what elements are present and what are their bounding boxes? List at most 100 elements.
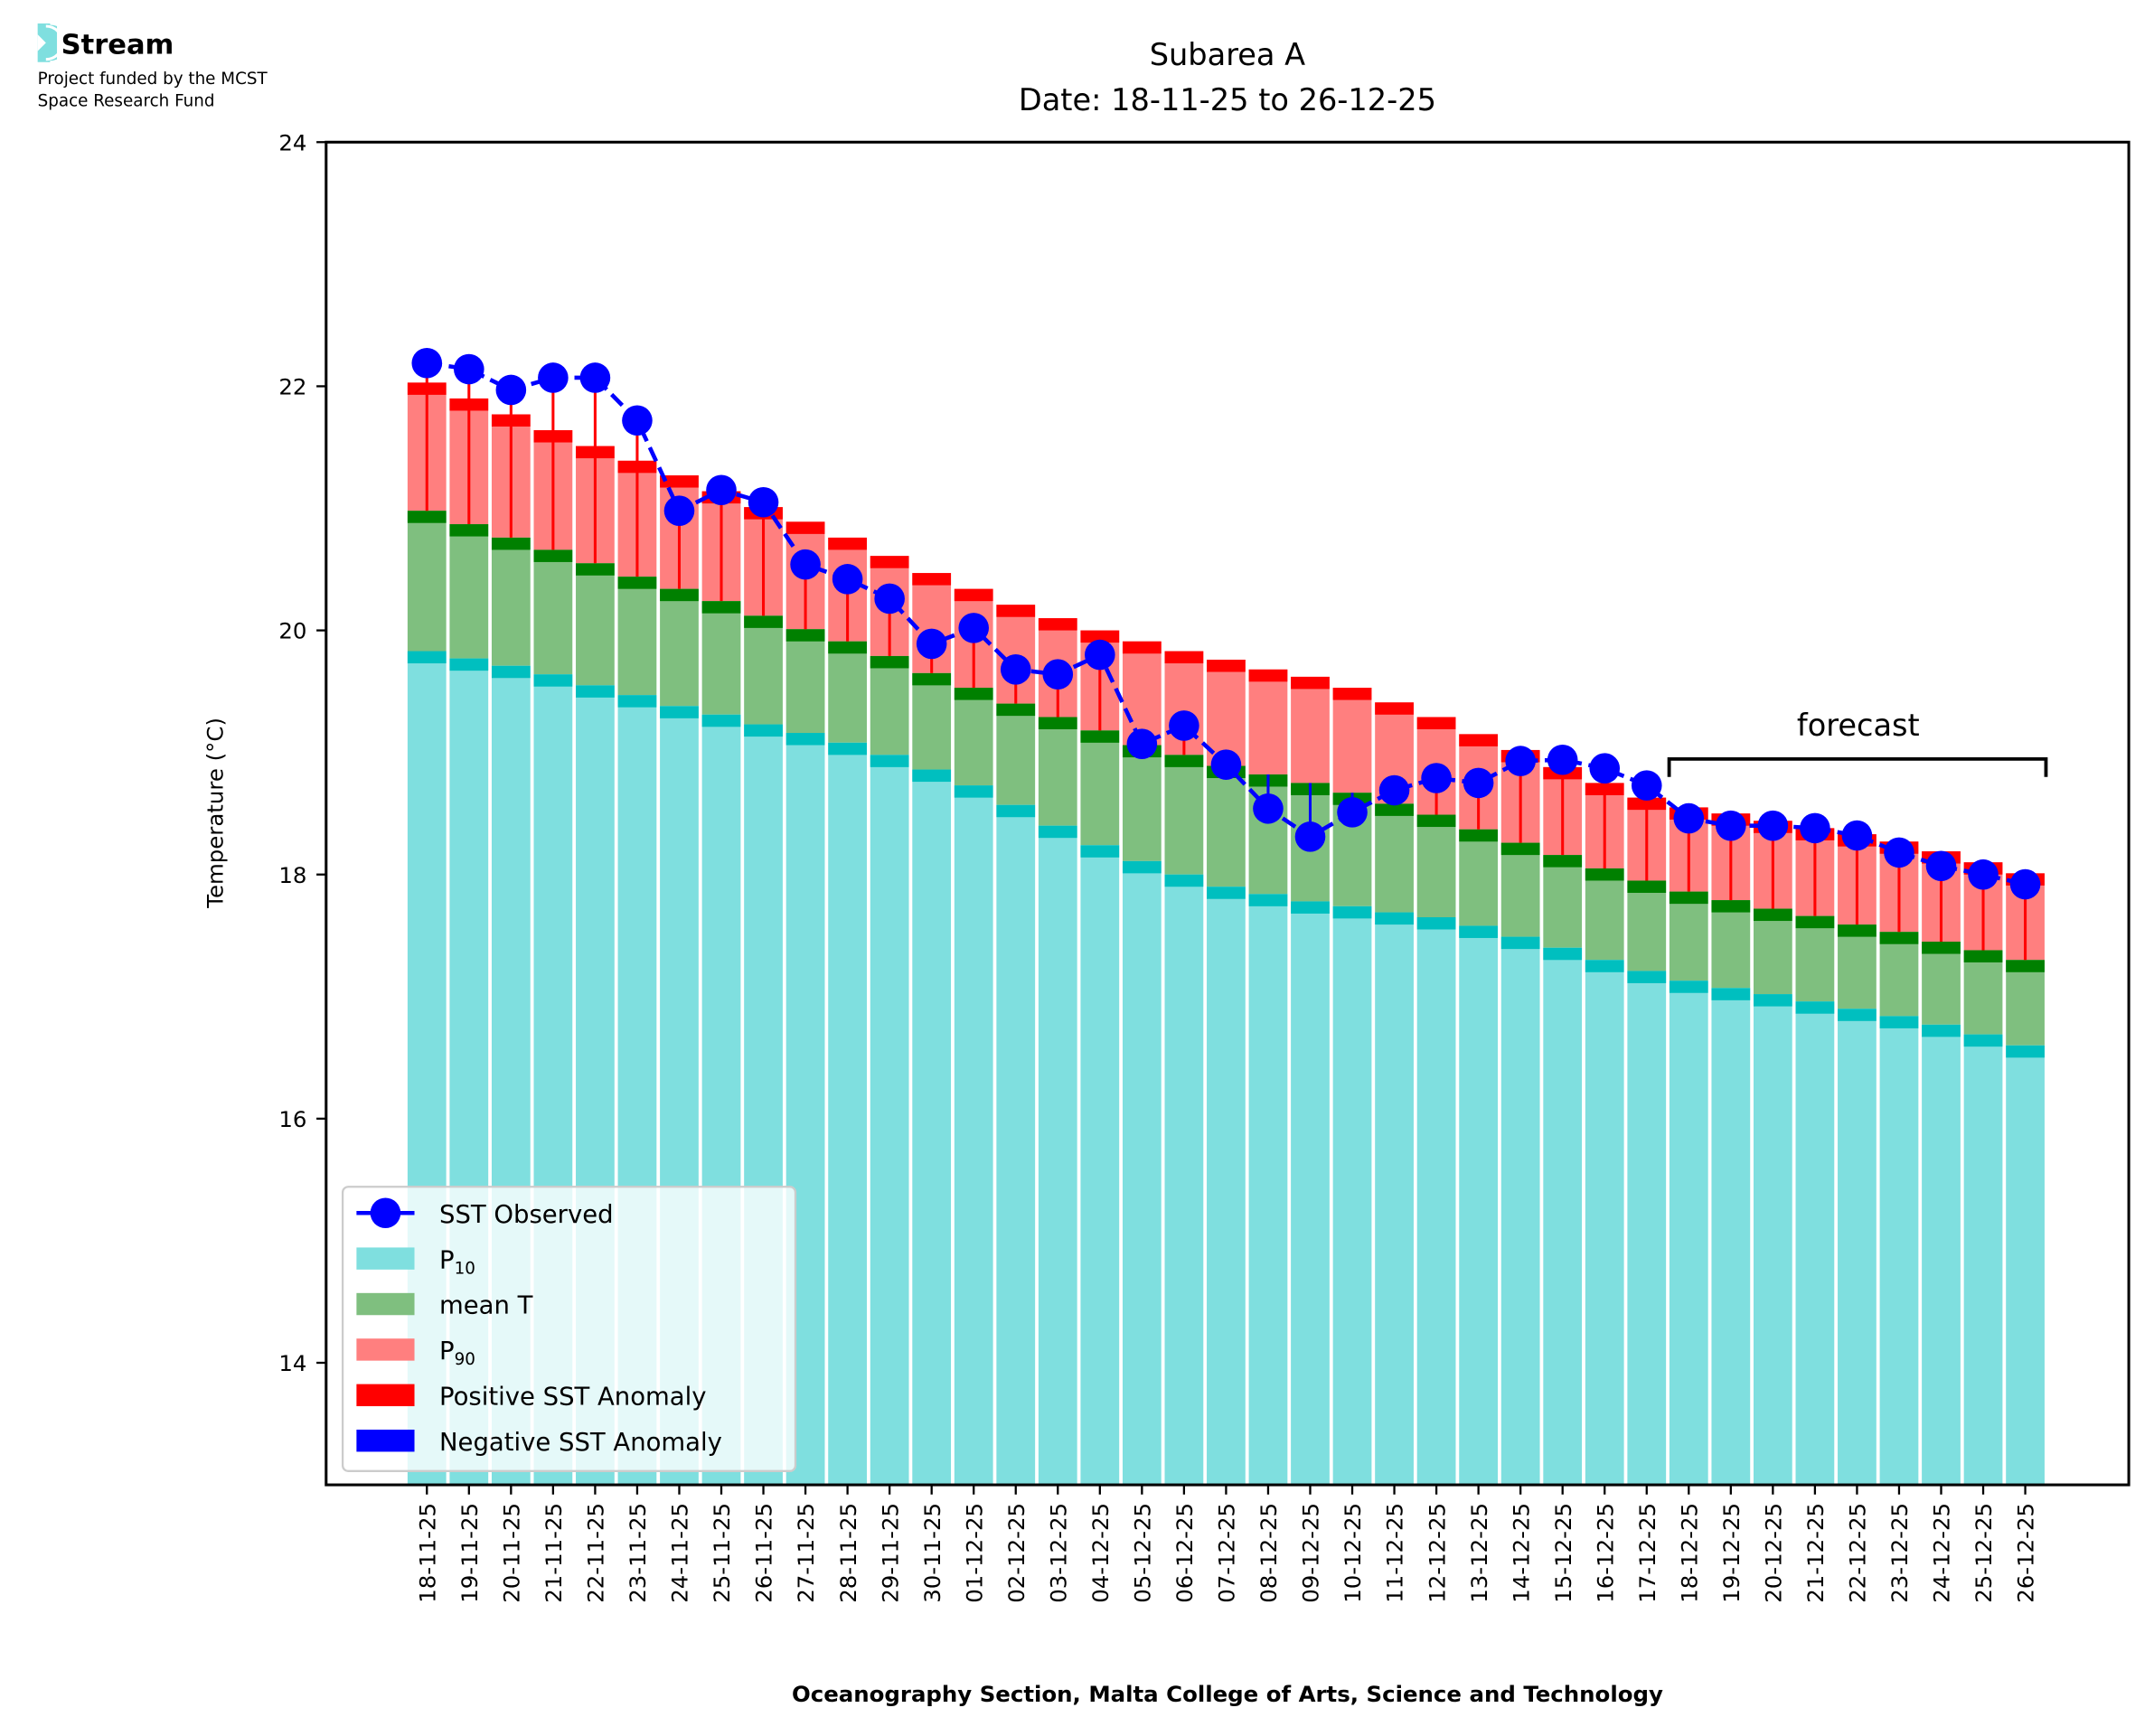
sst-observed-point (579, 362, 611, 393)
bar-mean (912, 672, 952, 770)
bar-mean-cap (1416, 814, 1456, 828)
bar-mean-cap (744, 615, 783, 628)
x-tick-label: 12-12-25 (1424, 1503, 1450, 1603)
bar-p10 (1711, 988, 1751, 1486)
x-tick-label: 18-11-25 (414, 1503, 440, 1603)
bar-mean-cap (870, 655, 909, 669)
bar-p10-cap (1711, 988, 1751, 1000)
bar-p90-cap (1291, 676, 1330, 690)
bar-p10-cap (1627, 971, 1667, 983)
x-tick-label: 19-12-25 (1718, 1503, 1745, 1603)
bar-p10-cap (828, 742, 867, 755)
sst-observed-point (874, 583, 905, 615)
bar-p90-cap (785, 521, 825, 534)
bar-mean-cap (1669, 891, 1708, 905)
bar-mean-cap (617, 577, 657, 589)
legend-label: Positive SST Anomaly (439, 1383, 707, 1412)
bar-p10-cap (912, 769, 952, 783)
bar-p10 (1795, 1001, 1835, 1486)
bar-mean-cap (954, 688, 993, 700)
bar-p10-cap (1164, 874, 1204, 887)
bar-mean-cap (576, 563, 615, 576)
bar-mean-cap (660, 588, 699, 602)
sst-observed-point (1463, 767, 1494, 799)
bar-p10-cap (1795, 1001, 1835, 1014)
x-tick-label: 14-12-25 (1508, 1503, 1534, 1603)
legend-label: SST Observed (439, 1200, 614, 1229)
y-tick-label: 18 (278, 862, 306, 888)
bar-p10-cap (785, 733, 825, 746)
sst-observed-point (411, 347, 443, 379)
legend-patch-swatch (356, 1292, 415, 1316)
bar-mean-cap (533, 549, 573, 562)
bar-mean-cap (1164, 755, 1204, 767)
bar-mean (1207, 765, 1246, 887)
sst-observed-point (1968, 859, 1999, 890)
bar-mean (1122, 745, 1162, 861)
bar-p10-cap (576, 685, 615, 698)
bar-mean-cap (785, 629, 825, 642)
logo-line1: Project funded by the MCST (38, 70, 268, 89)
bar-mean (491, 537, 531, 666)
sst-observed-point (1800, 812, 1830, 844)
sst-observed-point (1294, 821, 1326, 852)
sst-observed-point (1421, 763, 1452, 793)
logo-line2: Space Research Fund (38, 92, 215, 111)
bar-p10 (954, 785, 993, 1486)
bar-p10-cap (1459, 925, 1499, 938)
bar-mean (870, 655, 909, 755)
chart-subtitle: Date: 18-11-25 to 26-12-25 (1019, 82, 1436, 117)
sst-observed-point (1589, 753, 1621, 784)
bar-p10-cap (870, 755, 909, 767)
bar-mean (996, 703, 1036, 805)
bar-p10 (1500, 936, 1540, 1486)
sst-observed-point (538, 362, 569, 393)
bar-mean (2006, 960, 2045, 1046)
sst-observed-point (1378, 774, 1410, 806)
x-tick-label: 04-12-25 (1087, 1503, 1114, 1603)
legend-label: P10 (439, 1245, 475, 1278)
sst-observed-point (706, 474, 737, 506)
bar-p10-cap (1332, 906, 1372, 919)
bar-mean (576, 563, 615, 686)
plot-frame (325, 140, 2130, 1487)
x-tick-label: 09-12-25 (1298, 1503, 1324, 1603)
sst-observed-point (832, 564, 863, 595)
x-axis-label: Oceanography Section, Malta College of A… (792, 1681, 1663, 1707)
sst-observed-point (1126, 728, 1158, 759)
bar-mean-cap (1753, 908, 1792, 922)
bar-p10-cap (1838, 1009, 1877, 1021)
bar-mean-cap (1838, 924, 1877, 937)
x-tick-label: 24-11-25 (667, 1503, 693, 1603)
bar-p10 (1585, 960, 1624, 1486)
y-tick-label: 20 (278, 618, 306, 644)
bar-mean (1669, 891, 1708, 981)
bar-p10 (1080, 845, 1120, 1486)
bar-mean (533, 549, 573, 675)
bar-p10 (828, 742, 867, 1486)
bar-p10-cap (1543, 947, 1583, 961)
sst-observed-point (1337, 797, 1368, 828)
bar-p10-cap (660, 706, 699, 718)
bar-p10 (1332, 906, 1372, 1486)
x-tick-label: 20-11-25 (499, 1503, 525, 1603)
bar-p90-cap (1207, 659, 1246, 672)
bar-mean (828, 641, 867, 743)
legend-label-text: mean T (439, 1291, 533, 1320)
bar-p10-cap (533, 674, 573, 687)
x-tick-label: 24-12-25 (1929, 1503, 1955, 1603)
legend-label-text: Positive SST Anomaly (439, 1383, 707, 1412)
bar-p90-cap (912, 573, 952, 586)
bar-mean (407, 511, 447, 652)
bar-mean (1038, 717, 1077, 826)
bar-mean-cap (1500, 842, 1540, 856)
x-tick-label: 15-12-25 (1550, 1503, 1576, 1603)
bar-p10-cap (491, 665, 531, 679)
bar-p90 (1207, 659, 1246, 766)
bar-p10 (870, 755, 909, 1486)
sst-observed-point (1673, 802, 1705, 834)
bar-p10-cap (701, 714, 741, 727)
x-tick-label: 29-11-25 (877, 1503, 903, 1603)
legend-marker-swatch (370, 1197, 401, 1229)
